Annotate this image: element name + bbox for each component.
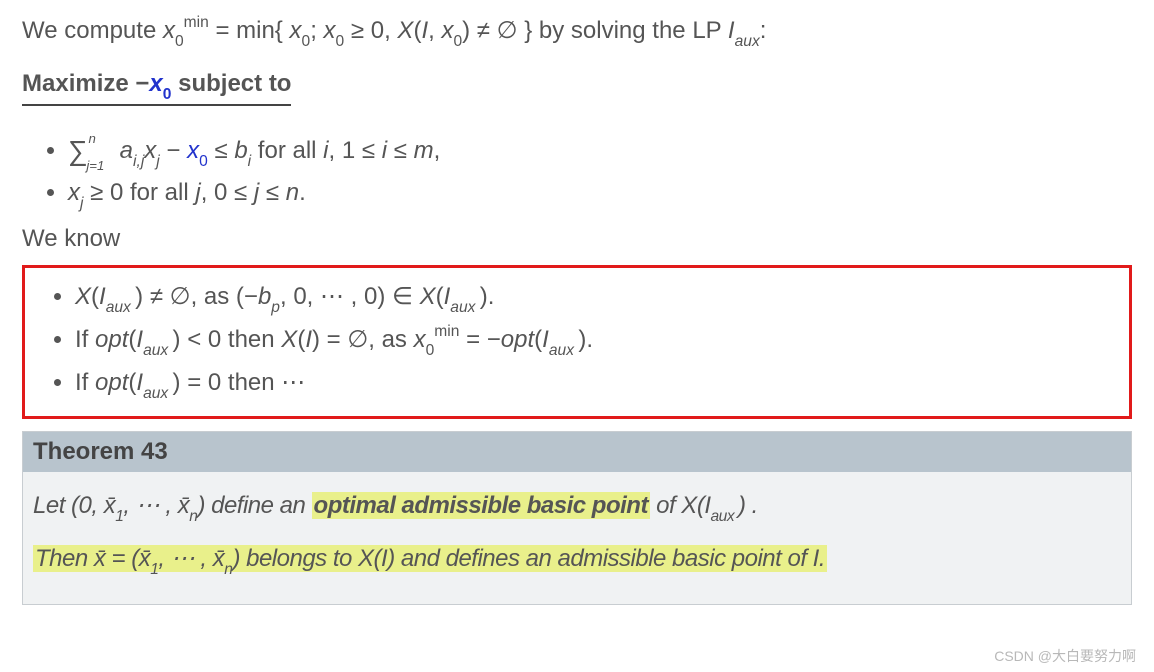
theorem-line-2: Then x̄ = (x̄1, ⋯ , x̄n) belongs to X(I)… <box>33 543 1121 578</box>
x0-min: x0min <box>163 17 209 44</box>
intro-prefix: We compute <box>22 17 163 44</box>
thm-l1-b: (0, x̄1, ⋯ , x̄n) <box>71 492 205 519</box>
weknow-label: We know <box>22 223 1132 255</box>
intro-set: x0; x0 ≥ 0, X(I, x0) ≠ ∅ <box>290 17 518 44</box>
constraint-item: xj ≥ 0 for all j, 0 ≤ j ≤ n. <box>68 176 1132 213</box>
thm-l1-hl: optimal admissible basic point <box>312 492 650 519</box>
theorem-body: Let (0, x̄1, ⋯ , x̄n) define an optimal … <box>23 472 1131 604</box>
constraint-item: ∑j=1n ai,jxj − x0 ≤ bi for all i, 1 ≤ i … <box>68 130 1132 171</box>
maximize-heading: Maximize −x0 subject to <box>22 70 291 114</box>
thm-l1-e: X(Iaux ) <box>681 492 745 519</box>
weknow-list: X(Iaux ) ≠ ∅, as (−bp, 0, ⋯ , 0) ∈ X(Iau… <box>75 280 1125 402</box>
intro-setend: } by solving the LP <box>524 17 728 44</box>
thm-l1-a: Let <box>33 492 71 519</box>
intro-iaux: Iaux: <box>728 17 767 44</box>
intro-eqmid: = min{ <box>215 17 282 44</box>
theorem-box: Theorem 43 Let (0, x̄1, ⋯ , x̄n) define … <box>22 431 1132 605</box>
thm-l1-f: . <box>752 492 758 519</box>
thm-l1-c: define an <box>211 492 311 519</box>
constraint-list: ∑j=1n ai,jxj − x0 ≤ bi for all i, 1 ≤ i … <box>68 130 1132 213</box>
thm-l1-d: of <box>656 492 681 519</box>
intro-line: We compute x0min = min{ x0; x0 ≥ 0, X(I,… <box>22 14 1132 50</box>
theorem-line-1: Let (0, x̄1, ⋯ , x̄n) define an optimal … <box>33 490 1121 525</box>
watermark: CSDN @大白要努力啊 <box>994 646 1136 666</box>
weknow-item: X(Iaux ) ≠ ∅, as (−bp, 0, ⋯ , 0) ∈ X(Iau… <box>75 280 1125 317</box>
thm-l2-hl: Then x̄ = (x̄1, ⋯ , x̄n) belongs to X(I)… <box>33 545 827 572</box>
theorem-head: Theorem 43 <box>23 432 1131 472</box>
subject-to: subject to <box>178 70 291 97</box>
maximize-label: Maximize <box>22 70 129 97</box>
weknow-item: If opt(Iaux ) < 0 then X(I) = ∅, as x0mi… <box>75 323 1125 360</box>
maximize-obj: −x0 <box>129 70 178 97</box>
weknow-box: X(Iaux ) ≠ ∅, as (−bp, 0, ⋯ , 0) ∈ X(Iau… <box>22 265 1132 419</box>
page: We compute x0min = min{ x0; x0 ≥ 0, X(I,… <box>0 0 1154 611</box>
weknow-item: If opt(Iaux ) = 0 then ⋯ <box>75 366 1125 403</box>
